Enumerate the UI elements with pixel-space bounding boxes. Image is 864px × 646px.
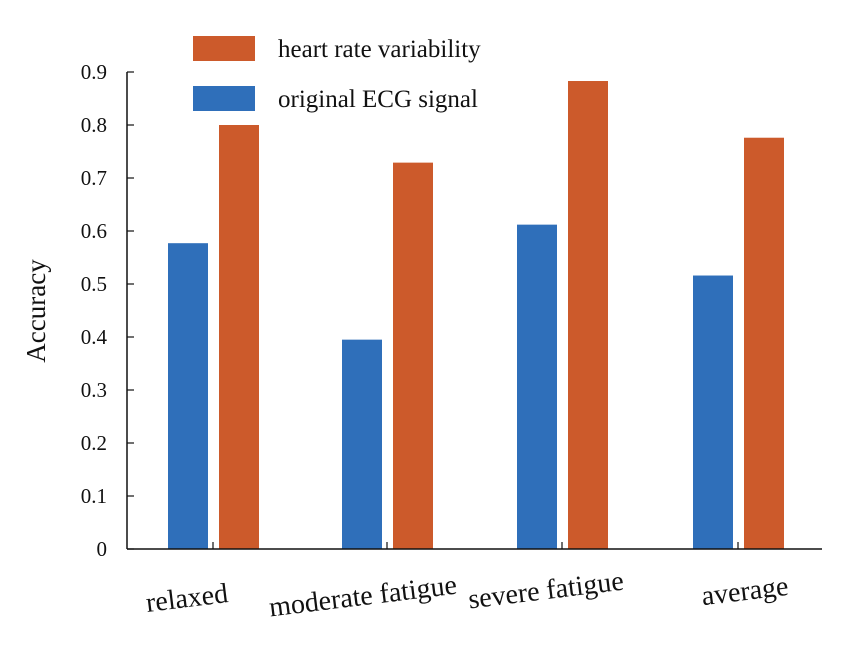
x-category-label: moderate fatigue bbox=[267, 570, 458, 624]
x-category-label: severe fatigue bbox=[467, 566, 626, 616]
y-tick-label: 0.2 bbox=[81, 431, 107, 455]
bar-original-ecg-average bbox=[693, 275, 733, 549]
y-ticks: 0 0.1 0.2 0.3 0.4 0.5 0.6 0.7 0.8 0.9 bbox=[81, 60, 134, 561]
plot-area bbox=[168, 81, 784, 549]
legend: heart rate variability original ECG signa… bbox=[193, 36, 481, 113]
bar-original-ecg-relaxed bbox=[168, 243, 208, 549]
bar-original-ecg-moderate-fatigue bbox=[342, 339, 382, 549]
y-tick-label: 0.4 bbox=[81, 325, 108, 349]
y-tick-label: 0.6 bbox=[81, 219, 107, 243]
y-tick-label: 0.5 bbox=[81, 272, 107, 296]
legend-label: original ECG signal bbox=[278, 86, 478, 113]
x-category-label: relaxed bbox=[144, 578, 230, 619]
bar-original-ecg-severe-fatigue bbox=[517, 224, 557, 549]
legend-swatch bbox=[193, 36, 255, 61]
y-tick-label: 0.7 bbox=[81, 166, 107, 190]
y-tick-label: 0.3 bbox=[81, 378, 107, 402]
y-tick-label: 0 bbox=[97, 537, 108, 561]
bar-hrv-relaxed bbox=[219, 125, 259, 549]
bar-hrv-average bbox=[744, 137, 784, 549]
y-axis-label: Accuracy bbox=[21, 259, 51, 363]
legend-swatch bbox=[193, 86, 255, 111]
axes bbox=[126, 72, 822, 550]
x-categories: relaxed moderate fatigue severe fatigue ave… bbox=[144, 542, 790, 623]
bar-hrv-severe-fatigue bbox=[568, 81, 608, 549]
y-tick-label: 0.1 bbox=[81, 484, 107, 508]
x-category-label: average bbox=[700, 571, 790, 612]
bar-hrv-moderate-fatigue bbox=[393, 162, 433, 549]
legend-label: heart rate variability bbox=[278, 36, 481, 63]
y-tick-label: 0.9 bbox=[81, 60, 107, 84]
y-tick-label: 0.8 bbox=[81, 113, 107, 137]
